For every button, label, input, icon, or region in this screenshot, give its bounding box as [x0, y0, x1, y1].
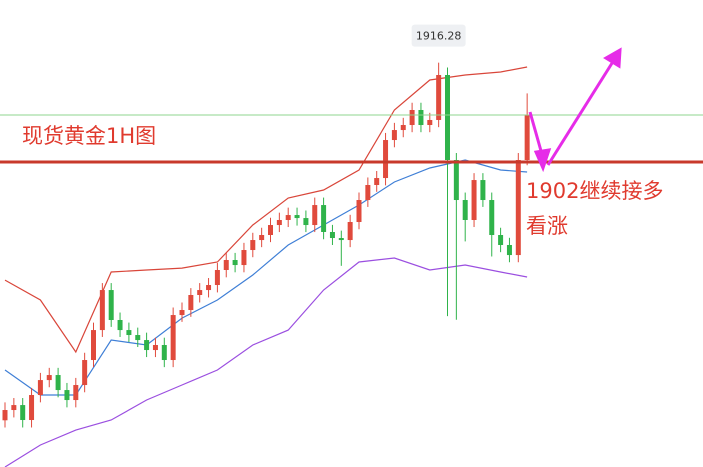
candle-body	[303, 218, 309, 226]
candle-body	[135, 335, 141, 341]
candle-body	[29, 395, 35, 421]
arrow-head	[533, 148, 552, 173]
candle-body	[259, 235, 265, 241]
candle-body	[20, 405, 26, 421]
candle-body	[480, 180, 486, 201]
candles	[2, 62, 530, 428]
candle-body	[453, 160, 459, 201]
candle-body	[276, 219, 282, 226]
peak-label: 1916.28	[416, 30, 462, 43]
candle-body	[73, 385, 79, 401]
candle-body	[117, 320, 123, 331]
candle-body	[515, 160, 521, 256]
candle-body	[232, 260, 238, 266]
candle-body	[312, 205, 318, 226]
candle-body	[506, 244, 512, 256]
candle-body	[294, 215, 300, 219]
candle-body	[524, 115, 530, 161]
candle-body	[11, 405, 17, 411]
candle-body	[223, 260, 229, 270]
chart-title: 现货黄金1H图	[22, 124, 156, 148]
candle-body	[383, 140, 389, 179]
candle-body	[338, 238, 344, 241]
candle-body	[409, 109, 415, 126]
candle-body	[374, 178, 380, 186]
candle-body	[241, 250, 247, 266]
candle-body	[108, 290, 114, 321]
arrows	[528, 47, 622, 173]
candle-body	[46, 375, 52, 381]
level-lines: 1916.28	[0, 24, 703, 164]
candle-body	[206, 285, 212, 291]
candle-body	[91, 330, 96, 361]
candle-body	[321, 205, 327, 232]
annotation: 1902继续接多	[526, 179, 663, 203]
candle-body	[268, 225, 273, 236]
candle-body	[64, 390, 70, 401]
arrow-line	[546, 59, 616, 166]
candle-body	[82, 360, 88, 386]
peak-label-box	[411, 24, 466, 47]
band-line	[4, 159, 528, 396]
candle-body	[197, 290, 203, 296]
annotation: 看涨	[526, 214, 568, 238]
candle-body	[188, 295, 194, 311]
candle-body	[462, 200, 468, 220]
candle-body	[2, 410, 8, 421]
candle-body	[445, 75, 450, 161]
candle-body	[427, 119, 433, 126]
candle-body	[489, 200, 495, 236]
candle-body	[471, 180, 477, 220]
candle-body	[37, 380, 43, 396]
candle-body	[329, 231, 335, 239]
candle-body	[250, 240, 256, 251]
candle-body	[99, 290, 105, 331]
candle-body	[126, 330, 132, 336]
candle-body	[498, 235, 504, 245]
candle-body	[356, 200, 362, 223]
candle-body	[365, 185, 371, 201]
candle-body	[179, 310, 185, 316]
candle-body	[391, 130, 397, 141]
candle-body	[170, 315, 176, 361]
candle-body	[400, 125, 406, 131]
candle-body	[55, 375, 61, 391]
candle-body	[347, 222, 353, 241]
candle-body	[161, 345, 167, 361]
candle-body	[152, 345, 158, 351]
arrow-head	[603, 47, 622, 69]
candle-body	[144, 340, 150, 351]
candle-body	[214, 269, 220, 286]
candle-body	[436, 75, 442, 120]
candle-body	[285, 215, 291, 220]
candle-body	[418, 109, 424, 126]
